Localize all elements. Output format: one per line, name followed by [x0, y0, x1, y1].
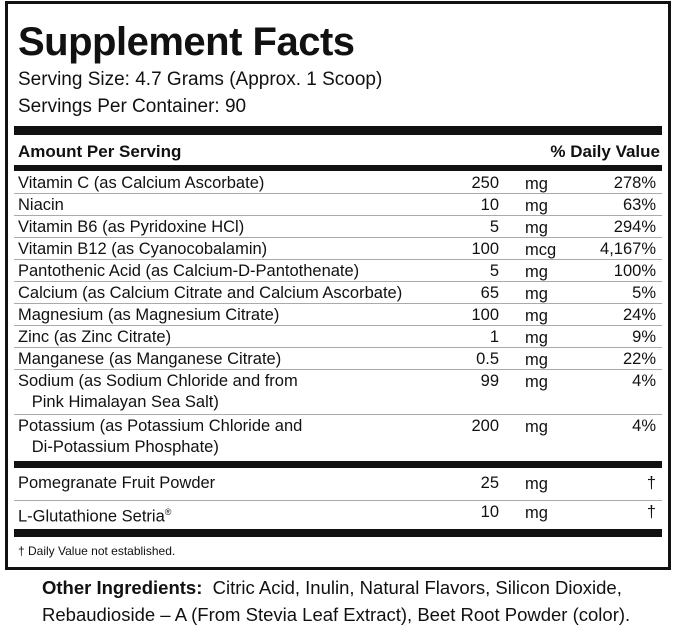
nutrient-name-text: L-Glutathione Setria — [18, 507, 165, 526]
nutrient-name: Vitamin B6 (as Pyridoxine HCl) — [18, 217, 244, 238]
amount-per-serving-label: Amount Per Serving — [18, 142, 182, 161]
nutrient-unit: mg — [525, 418, 548, 436]
nutrient-amount: 200 — [471, 417, 499, 435]
nutrient-unit: mg — [525, 175, 548, 193]
nutrient-daily-value: † — [646, 503, 656, 521]
serving-size: Serving Size: 4.7 Grams (Approx. 1 Scoop… — [18, 69, 383, 90]
nutrient-name-text: Vitamin C (as Calcium Ascorbate) — [18, 174, 265, 192]
nutrient-row: Magnesium (as Magnesium Citrate) 100 mg 24% — [14, 304, 662, 326]
nutrient-row: Pantothenic Acid (as Calcium-D-Pantothen… — [14, 260, 662, 282]
nutrient-name-cont: Di-Potassium Phosphate) — [31, 438, 219, 456]
nutrient-row: Vitamin B12 (as Cyanocobalamin) 100 mcg 4,1… — [14, 238, 662, 260]
nutrient-unit: mg — [525, 373, 548, 391]
nutrient-amount: 10 — [480, 196, 499, 214]
nutrient-daily-value: 9% — [632, 328, 656, 346]
nutrient-name-text: Calcium (as Calcium Citrate and Calcium … — [18, 284, 403, 302]
nutrient-row: Calcium (as Calcium Citrate and Calcium … — [14, 282, 662, 304]
nutrient-daily-value: 5% — [632, 284, 656, 302]
nutrient-daily-value: 4,167% — [600, 240, 656, 258]
daily-value-label: % Daily Value — [550, 142, 660, 161]
nutrient-name: Vitamin B12 (as Cyanocobalamin) — [18, 239, 267, 260]
nutrient-amount: 250 — [471, 174, 499, 192]
nutrient-name-text: Vitamin B6 (as Pyridoxine HCl) — [18, 218, 245, 236]
nutrient-name: Niacin — [18, 195, 64, 216]
nutrient-name: Sodium (as Sodium Chloride and from Pink… — [18, 371, 298, 413]
other-ingredients: Other Ingredients: Citric Acid, Inulin, … — [42, 574, 630, 628]
nutrient-amount: 10 — [480, 503, 499, 521]
nutrient-row: Zinc (as Zinc Citrate) 1 mg 9% — [14, 326, 662, 348]
nutrient-row: Sodium (as Sodium Chloride and from Pink… — [14, 370, 662, 415]
nutrient-name: Vitamin C (as Calcium Ascorbate) — [18, 173, 264, 194]
nutrient-unit: mg — [525, 329, 548, 347]
other-ingredients-line2: Rebaudioside – A (From Stevia Leaf Extra… — [42, 604, 631, 625]
nutrient-unit: mg — [525, 475, 548, 493]
nutrient-daily-value: † — [646, 474, 656, 492]
nutrient-name: Manganese (as Manganese Citrate) — [18, 349, 281, 370]
nutrient-unit: mg — [525, 351, 548, 369]
nutrient-unit: mg — [525, 285, 548, 303]
nutrient-row: Niacin 10 mg 63% — [14, 194, 662, 216]
nutrient-unit: mg — [525, 219, 548, 237]
nutrient-unit: mg — [525, 263, 548, 281]
nutrient-row: Vitamin C (as Calcium Ascorbate) 250 mg 278… — [14, 172, 662, 194]
servings-per-container: Servings Per Container: 90 — [18, 96, 247, 117]
nutrient-row: Vitamin B6 (as Pyridoxine HCl) 5 mg 294% — [14, 216, 662, 238]
nutrient-row: Potassium (as Potassium Chloride and Di-… — [14, 415, 662, 459]
registered-mark: ® — [164, 507, 172, 517]
footnote: † Daily Value not established. — [18, 544, 176, 558]
nutrient-daily-value: 63% — [622, 196, 656, 214]
nutrient-name: Pantothenic Acid (as Calcium-D-Pantothen… — [18, 261, 359, 282]
nutrient-daily-value: 22% — [622, 350, 656, 368]
nutrient-unit: mg — [525, 504, 548, 522]
divider-thick — [14, 529, 662, 537]
other-ingredients-label: Other Ingredients: — [42, 577, 203, 598]
nutrient-row: Manganese (as Manganese Citrate) 0.5 mg 22% — [14, 348, 662, 370]
nutrient-amount: 100 — [471, 240, 499, 258]
nutrient-name: Pomegranate Fruit Powder — [18, 473, 215, 494]
divider-thick — [14, 165, 662, 171]
nutrient-unit: mg — [525, 307, 548, 325]
nutrient-name: Zinc (as Zinc Citrate) — [18, 327, 171, 348]
nutrient-name: L-Glutathione Setria® — [18, 502, 171, 528]
nutrient-unit: mcg — [525, 241, 557, 259]
panel-title: Supplement Facts — [18, 20, 355, 64]
nutrient-amount: 65 — [480, 284, 499, 302]
other-ingredients-line1: Citric Acid, Inulin, Natural Flavors, Si… — [212, 577, 622, 598]
nutrient-name-text: Zinc (as Zinc Citrate) — [18, 328, 172, 346]
nutrient-amount: 25 — [480, 474, 499, 492]
nutrient-name-text: Manganese (as Manganese Citrate) — [18, 350, 282, 368]
divider-thick — [14, 461, 662, 468]
nutrient-amount: 5 — [489, 218, 499, 236]
nutrient-name: Potassium (as Potassium Chloride and Di-… — [18, 416, 302, 458]
nutrient-name-cont: Pink Himalayan Sea Salt) — [31, 393, 219, 411]
nutrient-daily-value: 278% — [613, 174, 656, 192]
column-header: Amount Per Serving % Daily Value — [18, 139, 660, 165]
nutrient-name-text: Vitamin B12 (as Cyanocobalamin) — [18, 240, 268, 258]
nutrient-amount: 99 — [480, 372, 499, 390]
nutrient-daily-value: 100% — [613, 262, 656, 280]
supplement-facts-panel: Supplement Facts Serving Size: 4.7 Grams… — [5, 1, 671, 570]
nutrient-name-text: Niacin — [18, 196, 64, 214]
nutrient-amount: 5 — [489, 262, 499, 280]
nutrient-name-text: Potassium (as Potassium Chloride and — [18, 417, 303, 435]
nutrient-name-text: Pomegranate Fruit Powder — [18, 474, 216, 492]
nutrient-row: L-Glutathione Setria® 10 mg † — [14, 501, 662, 529]
nutrient-amount: 0.5 — [476, 350, 499, 368]
nutrient-daily-value: 4% — [632, 372, 656, 390]
nutrient-amount: 1 — [489, 328, 499, 346]
nutrient-daily-value: 4% — [632, 417, 656, 435]
nutrient-name-text: Sodium (as Sodium Chloride and from — [18, 372, 298, 390]
nutrient-row: Pomegranate Fruit Powder 25 mg † — [14, 472, 662, 501]
nutrient-daily-value: 24% — [622, 306, 656, 324]
divider-thick — [14, 126, 662, 135]
nutrient-daily-value: 294% — [613, 218, 656, 236]
nutrient-name: Calcium (as Calcium Citrate and Calcium … — [18, 283, 402, 304]
nutrient-amount: 100 — [471, 306, 499, 324]
nutrient-name: Magnesium (as Magnesium Citrate) — [18, 305, 279, 326]
nutrient-name-text: Pantothenic Acid (as Calcium-D-Pantothen… — [18, 262, 360, 280]
nutrient-unit: mg — [525, 197, 548, 215]
nutrient-name-text: Magnesium (as Magnesium Citrate) — [18, 306, 280, 324]
